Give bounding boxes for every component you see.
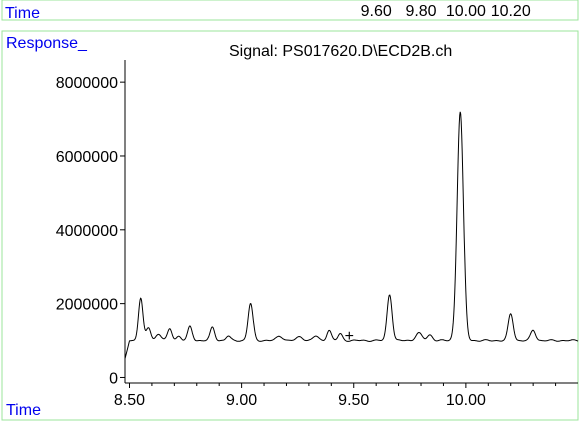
y-tick-label: 8000000 xyxy=(56,75,118,92)
top-tick-label: 9.60 xyxy=(361,3,392,20)
y-tick-label: 0 xyxy=(109,370,118,387)
top-tick-label: 9.80 xyxy=(405,3,436,20)
x-tick-label: 9.50 xyxy=(338,392,369,409)
x-tick-label: 10.00 xyxy=(446,392,486,409)
top-axis-label: Time xyxy=(5,5,40,22)
y-tick-label: 4000000 xyxy=(56,223,118,240)
x-axis-label: Time xyxy=(6,402,41,419)
x-tick-label: 9.00 xyxy=(226,392,257,409)
top-time-ruler xyxy=(1,0,579,21)
signal-trace xyxy=(124,111,579,359)
plot-frame xyxy=(1,30,579,421)
top-tick-labels: 9.60 9.80 10.00 10.20 xyxy=(361,3,531,20)
cursor-marker: + xyxy=(345,328,354,345)
x-tick-label: 8.50 xyxy=(114,392,145,409)
x-tick-labels: 8.50 9.00 9.50 10.00 xyxy=(114,383,557,409)
top-tick-label: 10.20 xyxy=(491,3,531,20)
signal-title: Signal: PS017620.D\ECD2B.ch xyxy=(229,43,452,60)
y-tick-label: 6000000 xyxy=(56,149,118,166)
top-tick-label: 10.00 xyxy=(446,3,486,20)
y-tick-label: 2000000 xyxy=(56,297,118,314)
y-tick-labels: 0 2000000 4000000 6000000 8000000 xyxy=(56,75,125,387)
y-axis-label: Response_ xyxy=(6,35,88,52)
